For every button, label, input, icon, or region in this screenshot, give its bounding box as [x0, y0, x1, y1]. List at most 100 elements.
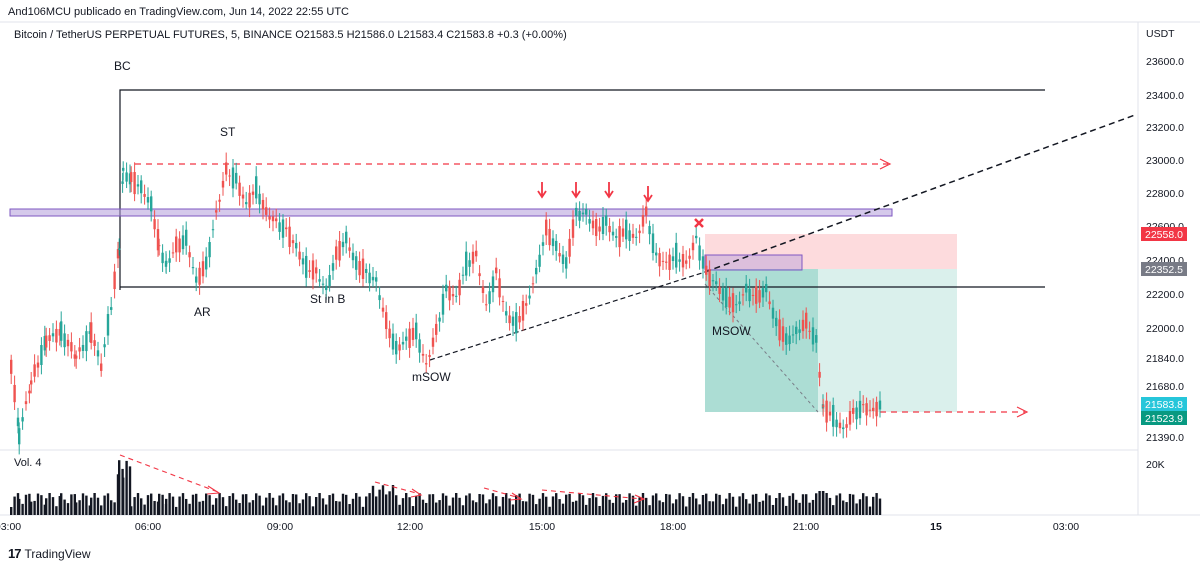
volume-bar	[835, 495, 838, 515]
volume-bar	[411, 506, 415, 515]
volume-bar	[728, 493, 731, 515]
candle-body	[261, 199, 265, 210]
candle-body	[635, 236, 638, 238]
volume-bar	[70, 494, 73, 515]
candle-body	[671, 256, 675, 262]
volume-bar	[268, 493, 271, 515]
volume-arrow-1	[119, 454, 219, 493]
candle-body	[255, 176, 258, 199]
candle-body	[832, 404, 835, 427]
candle-body	[295, 242, 298, 249]
volume-bar	[468, 493, 471, 515]
candle-body	[130, 172, 133, 183]
candle-body	[541, 242, 545, 246]
candle-body	[651, 233, 655, 254]
candle-body	[418, 339, 421, 353]
volume-bar	[815, 493, 818, 515]
volume-bar	[211, 504, 215, 515]
volume-bar	[588, 498, 591, 515]
volume-bar	[545, 496, 548, 515]
volume-bar	[775, 498, 778, 515]
volume-bar	[341, 493, 345, 515]
volume-bar	[615, 494, 618, 515]
volume-bar	[852, 494, 855, 515]
volume-bar	[438, 500, 441, 515]
candle-body	[695, 235, 698, 239]
volume-bar	[878, 498, 882, 515]
candle-body	[631, 233, 635, 238]
volume-bar	[605, 493, 608, 515]
candle-body	[741, 294, 745, 296]
candle-body	[235, 172, 238, 184]
volume-bar	[130, 506, 133, 515]
volume-arrowhead-3	[509, 492, 523, 501]
volume-trend-arrows	[119, 454, 644, 500]
volume-bar	[478, 493, 481, 515]
candle-body	[301, 258, 305, 265]
candle-body	[385, 312, 388, 330]
volume-bar	[136, 493, 140, 515]
candle-body	[241, 194, 245, 199]
volume-bar	[428, 494, 431, 515]
volume-bar	[755, 493, 758, 515]
volume-arrowheads	[206, 485, 646, 504]
candle-body	[471, 251, 475, 264]
volume-bar	[231, 493, 235, 515]
x-tick-label: 12:00	[397, 521, 423, 533]
candle-body	[578, 210, 581, 221]
candle-body	[195, 276, 198, 283]
candle-body	[458, 279, 461, 296]
volume-bar	[488, 499, 491, 515]
volume-bar	[24, 494, 28, 515]
volume-bar	[381, 485, 385, 515]
candle-body	[718, 287, 721, 294]
candle-body	[335, 246, 338, 260]
volume-bar	[33, 500, 36, 515]
stop-loss-zone	[705, 234, 957, 269]
candle-body	[271, 216, 275, 222]
candle-body	[785, 333, 788, 345]
candle-body	[40, 345, 43, 365]
candle-body	[315, 267, 318, 274]
volume-bar	[721, 504, 725, 515]
volume-bar	[311, 506, 315, 515]
candle-body	[421, 353, 425, 356]
volume-bar	[431, 494, 435, 515]
candle-body	[451, 294, 455, 297]
volume-bar	[325, 504, 328, 515]
volume-bar	[671, 503, 675, 515]
volume-bar	[785, 505, 788, 515]
price-label-entry	[1141, 262, 1187, 276]
down-arrow-icon	[571, 182, 581, 199]
candle-body	[291, 240, 295, 244]
volume-bar	[85, 495, 88, 515]
volume-bar	[498, 506, 501, 515]
volume-bar	[862, 493, 865, 515]
volume-bar	[248, 502, 251, 515]
candle-body	[855, 407, 858, 420]
volume-bar	[708, 501, 711, 515]
volume-bar	[618, 494, 621, 515]
volume-bar	[758, 501, 761, 515]
volume-bar	[695, 498, 698, 515]
volume-bar	[125, 460, 128, 515]
candle-body	[388, 328, 391, 339]
candle-body	[425, 363, 428, 365]
volume-bar	[301, 499, 305, 515]
candle-body	[298, 251, 301, 260]
volume-bar	[731, 496, 735, 515]
volume-bar	[771, 504, 775, 515]
candle-body	[521, 301, 525, 321]
y-tick-label: 21390.0	[1146, 432, 1184, 444]
volume-arrow-2	[374, 481, 421, 495]
volume-bar	[90, 497, 93, 515]
candle-body	[191, 267, 195, 269]
volume-bar	[395, 495, 398, 515]
volume-bar	[175, 506, 178, 515]
candle-body	[775, 317, 778, 327]
annotation-msow-minor: mSOW	[412, 370, 451, 384]
candle-body	[862, 404, 865, 406]
candle-body	[208, 242, 211, 258]
volume-bar	[858, 499, 862, 515]
